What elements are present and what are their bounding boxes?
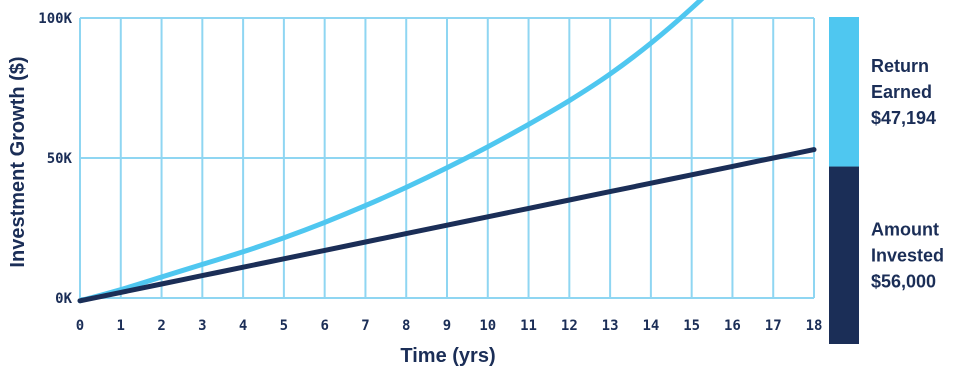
grid-lines [79, 17, 815, 299]
x-tick-label: 10 [479, 318, 496, 334]
x-tick-label: 1 [117, 318, 125, 334]
x-tick-label: 0 [76, 318, 84, 334]
x-tick-label: 16 [724, 318, 741, 334]
x-tick-label: 12 [561, 318, 578, 334]
stacked-bar-labels: Return Earned $47,194 Amount Invested $56,000 [871, 56, 944, 292]
return-earned-label: Return [871, 56, 929, 76]
x-tick-label: 13 [602, 318, 619, 334]
x-tick-label: 8 [402, 318, 410, 334]
x-axis-ticks: 0 1 2 3 4 5 6 7 8 9 10 11 12 13 14 15 16 17 18 [76, 318, 823, 334]
x-tick-label: 9 [443, 318, 451, 334]
amount-invested-label: $56,000 [871, 271, 936, 291]
return-earned-label: Earned [871, 82, 932, 102]
x-tick-label: 6 [320, 318, 328, 334]
x-tick-label: 4 [239, 318, 247, 334]
stacked-bar [829, 17, 859, 344]
y-tick-label: 0K [55, 291, 72, 307]
series-line-total-value [77, 0, 705, 304]
y-axis-title: Investment Growth ($) [7, 56, 29, 267]
x-tick-label: 2 [157, 318, 165, 334]
amount-invested-label: Invested [871, 245, 944, 265]
x-tick-label: 7 [361, 318, 369, 334]
x-tick-label: 3 [198, 318, 206, 334]
series-line-amount-invested [77, 147, 817, 304]
x-axis-title: Time (yrs) [400, 345, 495, 367]
y-tick-label: 50K [47, 151, 73, 167]
x-tick-label: 5 [280, 318, 288, 334]
x-tick-label: 17 [765, 318, 782, 334]
x-tick-label: 15 [683, 318, 700, 334]
series-lines [77, 0, 817, 304]
x-tick-label: 18 [806, 318, 823, 334]
y-axis-ticks: 0K 50K 100K [38, 11, 72, 307]
stacked-bar-amount-invested [829, 166, 859, 344]
x-tick-label: 14 [642, 318, 659, 334]
stacked-bar-return-earned [829, 17, 859, 167]
y-tick-label: 100K [38, 11, 72, 27]
x-tick-label: 11 [520, 318, 537, 334]
amount-invested-label: Amount [871, 219, 939, 239]
return-earned-label: $47,194 [871, 108, 936, 128]
